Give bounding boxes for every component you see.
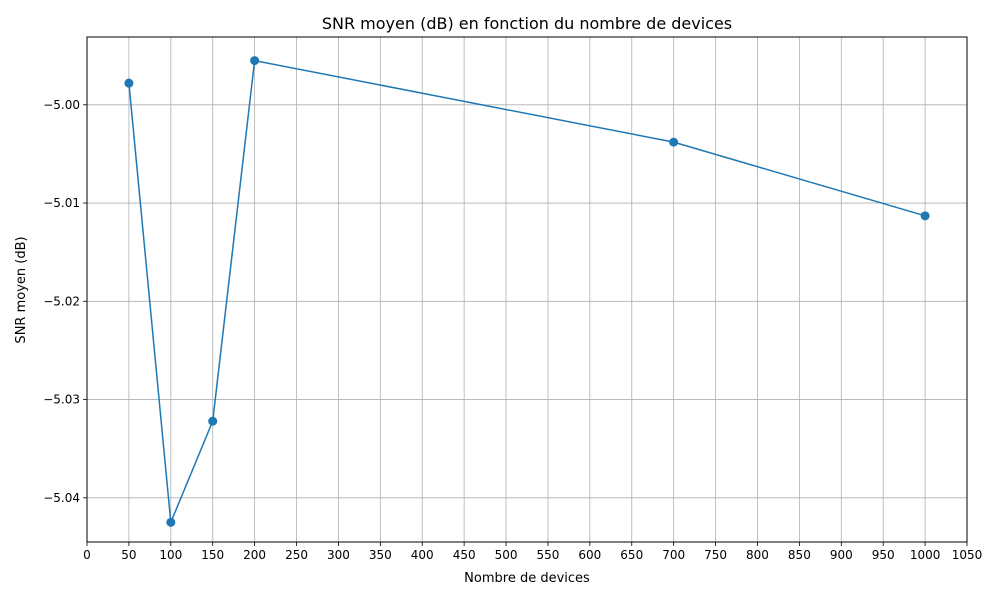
- x-tick-label: 500: [495, 548, 518, 562]
- data-point: [669, 137, 679, 147]
- x-tick-label: 750: [704, 548, 727, 562]
- y-tick-label: −5.01: [43, 196, 80, 210]
- y-tick-label: −5.00: [43, 98, 80, 112]
- y-axis-label: SNR moyen (dB): [14, 236, 29, 343]
- series-line: [128, 59, 926, 523]
- x-tick-label: 0: [83, 548, 91, 562]
- x-tick-label: 450: [453, 548, 476, 562]
- x-tick-label: 700: [662, 548, 685, 562]
- x-tick-label: 150: [201, 548, 224, 562]
- y-tick-label: −5.02: [43, 294, 80, 308]
- grid-lines: [86, 37, 968, 542]
- x-tick-label: 550: [536, 548, 559, 562]
- y-tick-label: −5.03: [43, 393, 80, 407]
- x-tick-label: 100: [159, 548, 182, 562]
- x-tick-label: 600: [578, 548, 601, 562]
- data-point: [250, 56, 260, 66]
- x-tick-label: 50: [121, 548, 136, 562]
- x-tick-label: 850: [788, 548, 811, 562]
- x-tick-label: 300: [327, 548, 350, 562]
- y-tick-label: −5.04: [43, 491, 80, 505]
- axis-ticks: 0 50 100 150 200 250 300 350 400 450 500 550 600 650 7…: [43, 98, 982, 562]
- plot-frame: [86, 36, 968, 543]
- chart-title: SNR moyen (dB) en fonction du nombre de …: [322, 14, 732, 33]
- data-point: [208, 416, 218, 426]
- x-tick-label: 1050: [952, 548, 983, 562]
- x-tick-label: 250: [285, 548, 308, 562]
- data-series: [124, 56, 930, 527]
- x-tick-label: 950: [872, 548, 895, 562]
- x-tick-label: 650: [620, 548, 643, 562]
- x-axis-label: Nombre de devices: [464, 571, 590, 586]
- data-point: [124, 78, 134, 88]
- x-tick-label: 400: [411, 548, 434, 562]
- data-point: [920, 211, 930, 221]
- data-point: [166, 517, 176, 527]
- x-tick-label: 900: [830, 548, 853, 562]
- x-tick-label: 200: [243, 548, 266, 562]
- x-tick-label: 1000: [910, 548, 941, 562]
- x-tick-label: 800: [746, 548, 769, 562]
- x-tick-label: 350: [369, 548, 392, 562]
